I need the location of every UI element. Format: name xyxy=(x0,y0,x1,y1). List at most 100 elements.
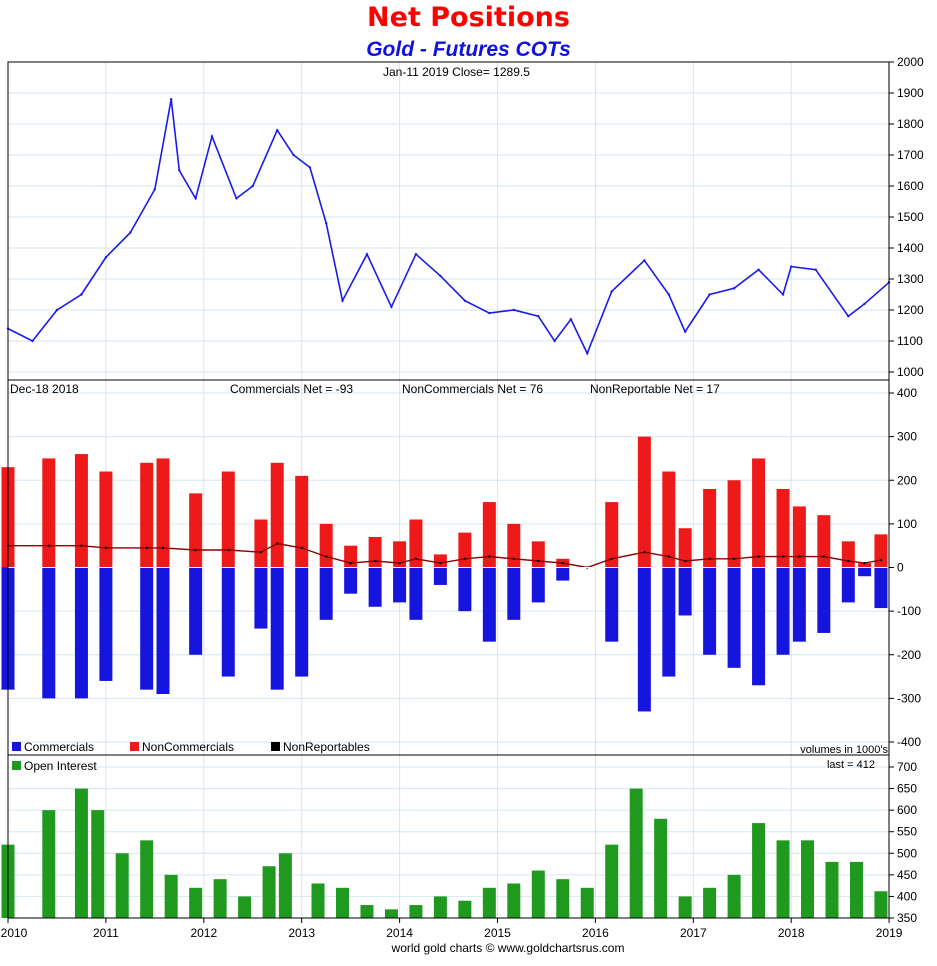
legend-swatch-nonreportables xyxy=(271,742,280,751)
open-interest-bar xyxy=(74,788,88,918)
gold-price-point xyxy=(790,265,793,268)
open-interest-bar xyxy=(189,887,203,918)
commercials-bar xyxy=(792,567,806,642)
gold-price-point xyxy=(365,253,369,256)
price-info-label: Jan-11 2019 Close= 1289.5 xyxy=(383,65,530,79)
gold-price-point xyxy=(553,339,556,343)
open-interest-bar xyxy=(703,887,717,918)
gold-price-point xyxy=(586,352,589,355)
nonreportables-point xyxy=(879,558,883,562)
gold-price-point xyxy=(104,256,108,259)
commercials-bar xyxy=(189,567,203,655)
y-tick-label: -300 xyxy=(897,691,921,705)
commercials-bar xyxy=(858,567,872,577)
open-interest-bar xyxy=(409,905,423,918)
x-tick-label: 2014 xyxy=(386,926,413,940)
nonreportables-point xyxy=(145,546,148,550)
open-interest-bar xyxy=(678,896,692,918)
nonreportables-point xyxy=(47,544,50,547)
open-interest-bar xyxy=(42,810,56,918)
y-tick-label: 1600 xyxy=(897,179,924,193)
noncommercials-bar xyxy=(254,519,268,568)
commercials-bar xyxy=(817,567,831,633)
commercials-bar xyxy=(99,567,113,681)
open-interest-bar xyxy=(384,909,398,918)
nonreportables-point xyxy=(537,559,540,563)
open-interest-bar xyxy=(874,891,888,918)
noncommercials-bar xyxy=(817,515,831,568)
y-tick-label: 550 xyxy=(897,825,917,839)
noncommercials-bar xyxy=(295,475,309,568)
noncommercials-bar xyxy=(482,502,496,568)
noncommercials-bar xyxy=(189,493,203,568)
open-interest-bar xyxy=(556,879,570,918)
commercials-bar xyxy=(678,567,692,616)
nonreportables-point xyxy=(561,561,564,565)
panel-frame xyxy=(7,61,890,381)
noncommercials-bar xyxy=(368,536,382,568)
commercials-bar xyxy=(556,567,570,581)
commercials-bar xyxy=(140,567,154,690)
panel-frame xyxy=(7,754,890,919)
gold-price-point xyxy=(153,187,157,191)
noncommercials-bar xyxy=(140,462,154,568)
noncommercials-bar xyxy=(727,480,741,568)
commercials-bar xyxy=(776,567,790,655)
noncommercials-bar xyxy=(42,458,56,568)
gold-price-point xyxy=(643,259,646,262)
gold-price-point xyxy=(610,290,613,293)
grid-layer xyxy=(7,61,890,919)
y-tick-label: 1300 xyxy=(897,272,924,286)
legend-label-nonreportables: NonReportables xyxy=(283,740,370,754)
y-tick-label: 700 xyxy=(897,760,917,774)
gold-price-point xyxy=(569,318,573,321)
y-tick-label: 1000 xyxy=(897,365,924,379)
nonreportables-point xyxy=(667,555,671,558)
gold-price-point xyxy=(251,184,254,188)
open-interest-bar xyxy=(213,879,227,918)
gold-price-line xyxy=(7,99,890,356)
x-tick-label: 2013 xyxy=(288,926,315,940)
noncommercials-bar xyxy=(678,528,692,568)
commercials-net-label: Commercials Net = -93 xyxy=(230,382,353,396)
noncommercials-bar xyxy=(858,563,872,568)
noncommercials-bar xyxy=(841,541,855,568)
x-tick-label: 2016 xyxy=(582,926,609,940)
open-interest-bar xyxy=(849,861,863,918)
open-interest-bar xyxy=(140,840,154,918)
noncommercials-bar xyxy=(433,554,447,568)
gold-price-point xyxy=(324,222,328,225)
open-interest-bar xyxy=(335,887,349,918)
nonreportables-point xyxy=(643,551,646,554)
commercials-bar xyxy=(458,567,472,612)
gold-price-point xyxy=(847,315,850,318)
noncommercials-bar xyxy=(507,523,521,568)
y-tick-label: 450 xyxy=(897,868,917,882)
nonreportables-point xyxy=(683,559,687,563)
marks-layer xyxy=(1,98,891,918)
y-tick-label: 1200 xyxy=(897,303,924,317)
noncommercials-bar xyxy=(409,519,423,568)
nonreportables-point xyxy=(863,561,866,565)
open-interest-bar xyxy=(605,844,619,918)
open-interest-bar xyxy=(507,883,521,918)
legend-label-open-interest: Open Interest xyxy=(24,759,97,773)
y-tick-label: 1100 xyxy=(897,334,923,348)
gold-price-point xyxy=(169,98,173,101)
commercials-bar xyxy=(409,567,423,620)
axis-layer: 1000110012001300140015001600170018001900… xyxy=(1,55,924,940)
gold-price-point xyxy=(210,135,214,138)
x-tick-label: 2019 xyxy=(876,926,903,940)
y-tick-label: 1700 xyxy=(897,148,924,162)
open-interest-bar xyxy=(262,866,276,918)
x-tick-label: 2017 xyxy=(680,926,707,940)
gold-price-point xyxy=(235,197,238,200)
nonreportables-point xyxy=(822,555,826,558)
legend-swatch-noncommercials xyxy=(130,742,139,751)
nonreportables-point xyxy=(80,544,83,547)
volumes-note: volumes in 1000's xyxy=(800,744,888,756)
open-interest-bar xyxy=(776,840,790,918)
y-tick-label: 1800 xyxy=(897,117,924,131)
open-interest-bar xyxy=(238,896,252,918)
